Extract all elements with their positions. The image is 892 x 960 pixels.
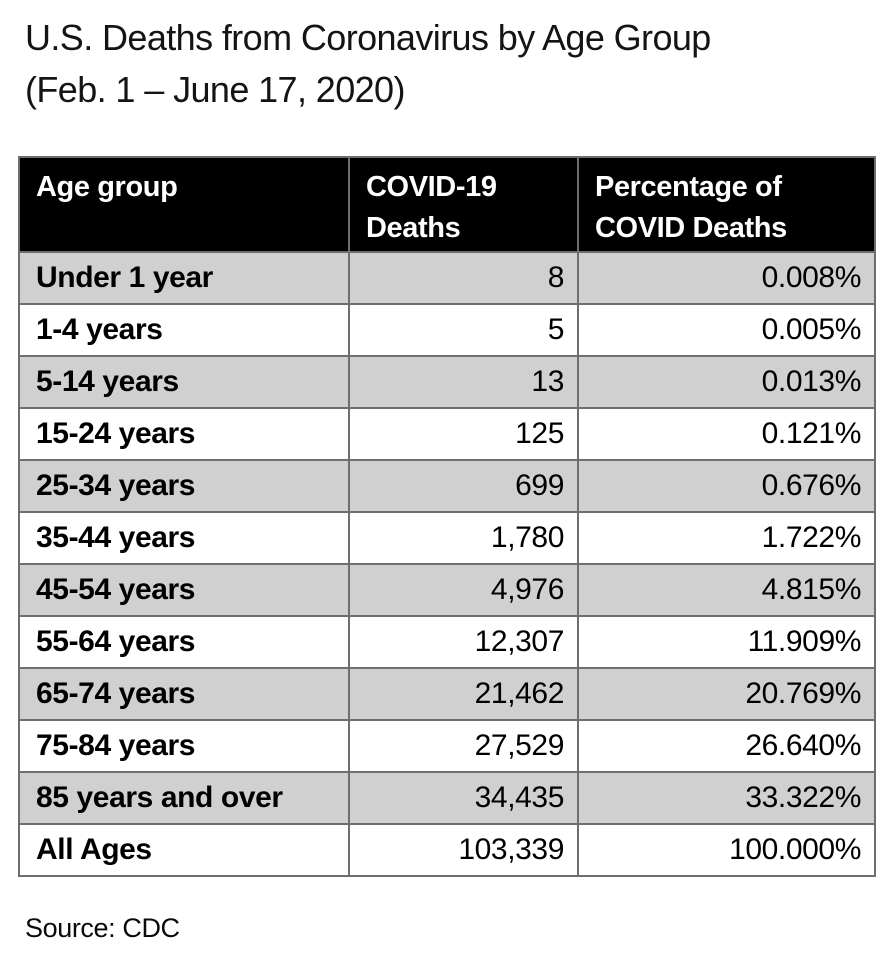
title-line-2: (Feb. 1 – June 17, 2020) [25,69,405,110]
cell-percentage: 0.008% [577,251,876,305]
table-row: 25-34 years 699 0.676% [18,459,876,513]
table-row: 35-44 years 1,780 1.722% [18,511,876,565]
header-age-group-label: Age group [36,171,178,203]
table-row: 65-74 years 21,462 20.769% [18,667,876,721]
cell-percentage: 0.676% [577,459,876,513]
cell-age-group: 85 years and over [18,771,350,825]
cell-age-group: 75-84 years [18,719,350,773]
cell-covid-deaths: 21,462 [348,667,579,721]
cell-percentage: 33.322% [577,771,876,825]
cell-age-group: Under 1 year [18,251,350,305]
page-title: U.S. Deaths from Coronavirus by Age Grou… [0,0,892,116]
cell-percentage: 0.121% [577,407,876,461]
table-row: All Ages 103,339 100.000% [18,823,876,877]
cell-percentage: 26.640% [577,719,876,773]
table-row: 55-64 years 12,307 11.909% [18,615,876,669]
table-row: 85 years and over 34,435 33.322% [18,771,876,825]
header-covid-deaths-line-2: Deaths [366,212,461,244]
cell-age-group: 1-4 years [18,303,350,357]
cell-covid-deaths: 5 [348,303,579,357]
table-row: 15-24 years 125 0.121% [18,407,876,461]
table-row: 45-54 years 4,976 4.815% [18,563,876,617]
cell-percentage: 20.769% [577,667,876,721]
cell-age-group: 35-44 years [18,511,350,565]
cell-covid-deaths: 13 [348,355,579,409]
table-row: 5-14 years 13 0.013% [18,355,876,409]
table-body: Under 1 year 8 0.008% 1-4 years 5 0.005% 5-14 … [18,251,876,877]
cell-covid-deaths: 4,976 [348,563,579,617]
header-percentage-line-2: COVID Deaths [595,212,787,244]
table-row: 1-4 years 5 0.005% [18,303,876,357]
table-header-row: Age group COVID-19 Deaths Percentage of … [18,156,876,253]
cell-age-group: 45-54 years [18,563,350,617]
cell-covid-deaths: 125 [348,407,579,461]
title-line-1: U.S. Deaths from Coronavirus by Age Grou… [25,17,711,58]
cell-covid-deaths: 1,780 [348,511,579,565]
cell-percentage: 11.909% [577,615,876,669]
cell-age-group: All Ages [18,823,350,877]
cell-covid-deaths: 27,529 [348,719,579,773]
cell-covid-deaths: 103,339 [348,823,579,877]
cell-percentage: 4.815% [577,563,876,617]
cell-age-group: 25-34 years [18,459,350,513]
header-covid-deaths-line-1: COVID-19 [366,171,497,203]
header-percentage: Percentage of COVID Deaths [577,156,876,253]
cell-age-group: 15-24 years [18,407,350,461]
cell-covid-deaths: 699 [348,459,579,513]
cell-percentage: 1.722% [577,511,876,565]
cell-percentage: 0.005% [577,303,876,357]
table-row: 75-84 years 27,529 26.640% [18,719,876,773]
table-row: Under 1 year 8 0.008% [18,251,876,305]
cell-age-group: 5-14 years [18,355,350,409]
cell-covid-deaths: 34,435 [348,771,579,825]
cell-age-group: 55-64 years [18,615,350,669]
cell-age-group: 65-74 years [18,667,350,721]
header-covid-deaths: COVID-19 Deaths [348,156,579,253]
cell-percentage: 0.013% [577,355,876,409]
cell-percentage: 100.000% [577,823,876,877]
header-age-group: Age group [18,156,350,253]
source-note: Source: CDC [25,913,180,943]
cell-covid-deaths: 8 [348,251,579,305]
cell-covid-deaths: 12,307 [348,615,579,669]
header-percentage-line-1: Percentage of [595,171,782,203]
deaths-by-age-table: Age group COVID-19 Deaths Percentage of … [18,156,876,877]
